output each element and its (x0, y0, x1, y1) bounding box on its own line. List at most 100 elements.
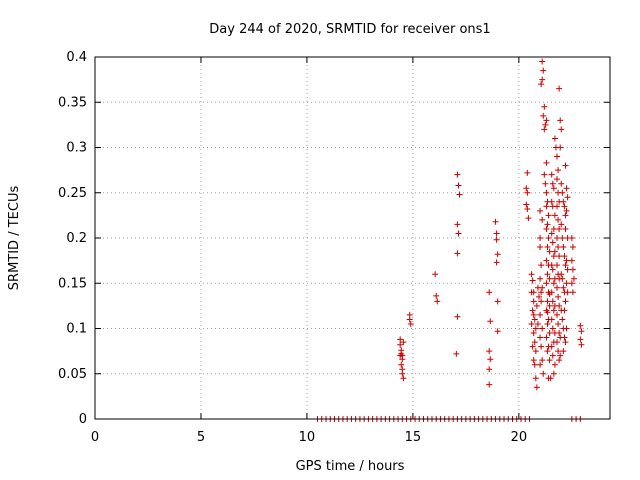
data-point (494, 328, 501, 335)
data-point (432, 271, 439, 278)
data-point (556, 225, 563, 232)
data-point (543, 257, 550, 264)
data-point (563, 325, 570, 332)
data-point (538, 298, 545, 305)
x-tick-label: 20 (511, 430, 528, 445)
data-point (456, 191, 463, 198)
data-point (549, 325, 556, 332)
data-point (570, 275, 577, 282)
data-point (528, 271, 535, 278)
data-point (523, 201, 530, 208)
y-tick-label: 0.05 (58, 367, 87, 382)
data-point (493, 230, 500, 237)
data-point (548, 198, 555, 205)
data-point (561, 253, 568, 260)
data-point (530, 330, 537, 337)
data-point (548, 289, 555, 296)
data-point (559, 316, 566, 323)
data-point (539, 76, 546, 83)
data-point (550, 185, 557, 192)
data-point (548, 316, 555, 323)
data-point (533, 302, 540, 309)
x-tick-label: 10 (299, 430, 316, 445)
data-point (494, 251, 501, 258)
data-point (550, 307, 557, 314)
data-point (563, 185, 570, 192)
data-point (559, 235, 566, 241)
data-point (546, 275, 553, 282)
data-point (400, 339, 407, 346)
data-point (555, 167, 562, 174)
data-point (523, 185, 530, 192)
x-tick-label: 0 (91, 430, 99, 445)
grid-lines (95, 57, 610, 419)
data-point (549, 352, 556, 359)
data-point (532, 325, 539, 332)
data-point (545, 235, 552, 241)
data-point (562, 298, 569, 305)
data-point (532, 375, 539, 382)
data-point (541, 171, 548, 178)
data-point (543, 280, 550, 287)
data-point (545, 212, 552, 219)
data-point (559, 275, 566, 282)
data-point (564, 289, 571, 296)
data-point (554, 262, 561, 269)
data-point (546, 330, 553, 337)
data-point (536, 293, 543, 300)
data-point (548, 262, 555, 269)
data-point (562, 339, 569, 346)
data-point (532, 348, 539, 355)
chart-title: Day 244 of 2020, SRMTID for receiver ons… (209, 22, 490, 37)
data-point (530, 357, 537, 364)
data-point (560, 284, 567, 291)
data-point (539, 58, 546, 65)
data-point (556, 330, 563, 337)
data-point (578, 328, 585, 335)
data-point (455, 230, 462, 237)
x-axis-label: GPS time / hours (296, 459, 405, 474)
data-point (564, 194, 571, 201)
data-point (537, 235, 544, 241)
y-tick-label: 0.2 (66, 231, 87, 246)
data-point (577, 322, 584, 329)
data-point (537, 244, 544, 251)
data-point (547, 375, 554, 382)
data-point (554, 176, 561, 183)
data-point (569, 266, 576, 273)
data-point (454, 250, 461, 257)
data-point (555, 348, 562, 355)
data-point (537, 361, 544, 368)
data-point (539, 325, 546, 332)
data-point (562, 225, 569, 232)
data-point (542, 121, 549, 128)
data-point (578, 341, 585, 348)
data-point (564, 266, 571, 273)
data-point (563, 280, 570, 287)
data-point (433, 292, 440, 299)
data-point (546, 248, 553, 255)
data-point (550, 225, 557, 232)
data-point (531, 361, 538, 368)
data-point (530, 289, 537, 296)
data-point (560, 348, 567, 355)
data-point (549, 298, 556, 305)
data-point (524, 206, 531, 213)
data-point (539, 216, 546, 223)
data-point (558, 180, 565, 187)
data-point (559, 189, 566, 196)
y-tick-label: 0 (79, 412, 87, 427)
data-point (494, 298, 501, 305)
data-point (568, 280, 575, 287)
data-point (537, 311, 544, 318)
data-point (540, 370, 547, 377)
data-point (546, 302, 553, 309)
data-point (487, 318, 494, 325)
data-point (556, 357, 563, 364)
data-point (544, 298, 551, 305)
data-point (554, 153, 561, 160)
data-point (555, 216, 562, 223)
data-point (543, 117, 550, 124)
